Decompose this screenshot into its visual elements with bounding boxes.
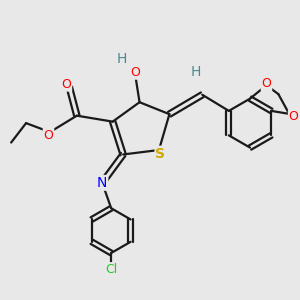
Text: O: O xyxy=(262,77,272,90)
Text: H: H xyxy=(116,52,127,66)
Text: S: S xyxy=(155,147,166,160)
Text: Cl: Cl xyxy=(105,263,117,276)
Text: O: O xyxy=(44,129,53,142)
Text: N: N xyxy=(97,176,107,190)
Text: O: O xyxy=(130,66,140,79)
Text: O: O xyxy=(289,110,298,123)
Text: H: H xyxy=(191,65,202,80)
Text: O: O xyxy=(61,78,71,91)
